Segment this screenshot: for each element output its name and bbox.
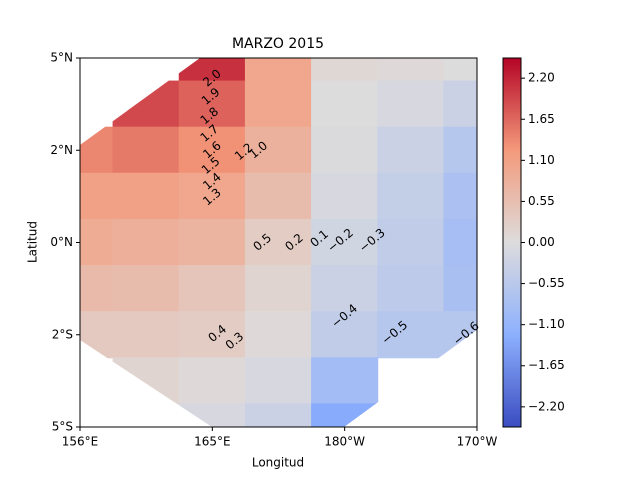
contour-cell bbox=[443, 126, 477, 174]
colorbar-tick-label: −1.10 bbox=[528, 317, 565, 331]
contour-cell bbox=[80, 265, 114, 313]
contour-cell bbox=[443, 80, 477, 128]
colorbar-tick-label: 2.20 bbox=[528, 71, 555, 85]
contour-cell bbox=[311, 172, 379, 220]
contour-cell bbox=[112, 265, 180, 313]
colorbar-tick-label: 1.10 bbox=[528, 153, 555, 167]
contour-cell bbox=[311, 126, 379, 174]
x-tick-label: 180°W bbox=[324, 435, 365, 449]
colorbar-tick-label: 0.00 bbox=[528, 235, 555, 249]
y-tick-label: 0°N bbox=[50, 235, 73, 249]
y-tick-label: 5°S bbox=[52, 420, 73, 434]
contour-cell bbox=[443, 58, 477, 82]
contour-cell bbox=[178, 357, 246, 405]
chart-title: MARZO 2015 bbox=[232, 36, 324, 52]
contour-cell bbox=[311, 311, 379, 359]
contour-cell bbox=[311, 58, 379, 82]
contour-cell bbox=[178, 126, 246, 174]
contour-cell bbox=[311, 218, 379, 267]
contour-cell bbox=[80, 172, 114, 220]
contour-cell bbox=[377, 172, 445, 220]
contour-cell bbox=[443, 172, 477, 220]
contour-cell bbox=[377, 58, 445, 82]
contour-cell bbox=[244, 126, 313, 174]
contour-cell bbox=[377, 80, 445, 128]
contour-cell bbox=[244, 403, 313, 427]
contour-cell bbox=[112, 80, 180, 128]
y-tick-label: 5°N bbox=[50, 51, 73, 65]
contour-cell bbox=[311, 265, 379, 313]
contour-cell bbox=[311, 357, 379, 405]
contour-cell bbox=[377, 218, 445, 267]
contour-cell bbox=[377, 265, 445, 313]
colorbar-tick-label: 0.55 bbox=[528, 194, 555, 208]
contour-cell bbox=[80, 218, 114, 267]
contour-cell bbox=[311, 80, 379, 128]
contour-cell bbox=[112, 172, 180, 220]
contour-cell bbox=[244, 58, 313, 82]
contour-cell bbox=[178, 311, 246, 359]
contour-cell bbox=[244, 265, 313, 313]
x-tick-label: 165°E bbox=[194, 435, 231, 449]
contour-cell bbox=[244, 172, 313, 220]
y-tick-label: 2°N bbox=[50, 143, 73, 157]
colorbar bbox=[502, 57, 522, 428]
contour-cell bbox=[112, 357, 180, 405]
contour-cell bbox=[244, 357, 313, 405]
contour-cell bbox=[244, 311, 313, 359]
contour-cell bbox=[178, 58, 246, 82]
contour-cell bbox=[443, 218, 477, 267]
y-tick-label: 2°S bbox=[52, 327, 73, 341]
colorbar-tick-label: −0.55 bbox=[528, 276, 565, 290]
x-tick-label: 156°E bbox=[62, 435, 99, 449]
contour-cell bbox=[178, 172, 246, 220]
contour-cell bbox=[443, 265, 477, 313]
contour-cell bbox=[112, 311, 180, 359]
contour-cell bbox=[178, 218, 246, 267]
contour-cell bbox=[112, 218, 180, 267]
y-axis-label: Latitud bbox=[26, 221, 40, 263]
contour-cell bbox=[244, 80, 313, 128]
contour-cell bbox=[178, 265, 246, 313]
x-tick-label: 170°W bbox=[457, 435, 498, 449]
contour-cell bbox=[244, 218, 313, 267]
contour-cell bbox=[377, 311, 445, 359]
contour-cell bbox=[178, 80, 246, 128]
colorbar-tick-label: −2.20 bbox=[528, 399, 565, 413]
colorbar-tick-label: −1.65 bbox=[528, 358, 565, 372]
colorbar-tick-label: 1.65 bbox=[528, 112, 555, 126]
x-axis-label: Longitud bbox=[252, 456, 304, 470]
contour-cell bbox=[377, 126, 445, 174]
contour-cell bbox=[112, 126, 180, 174]
